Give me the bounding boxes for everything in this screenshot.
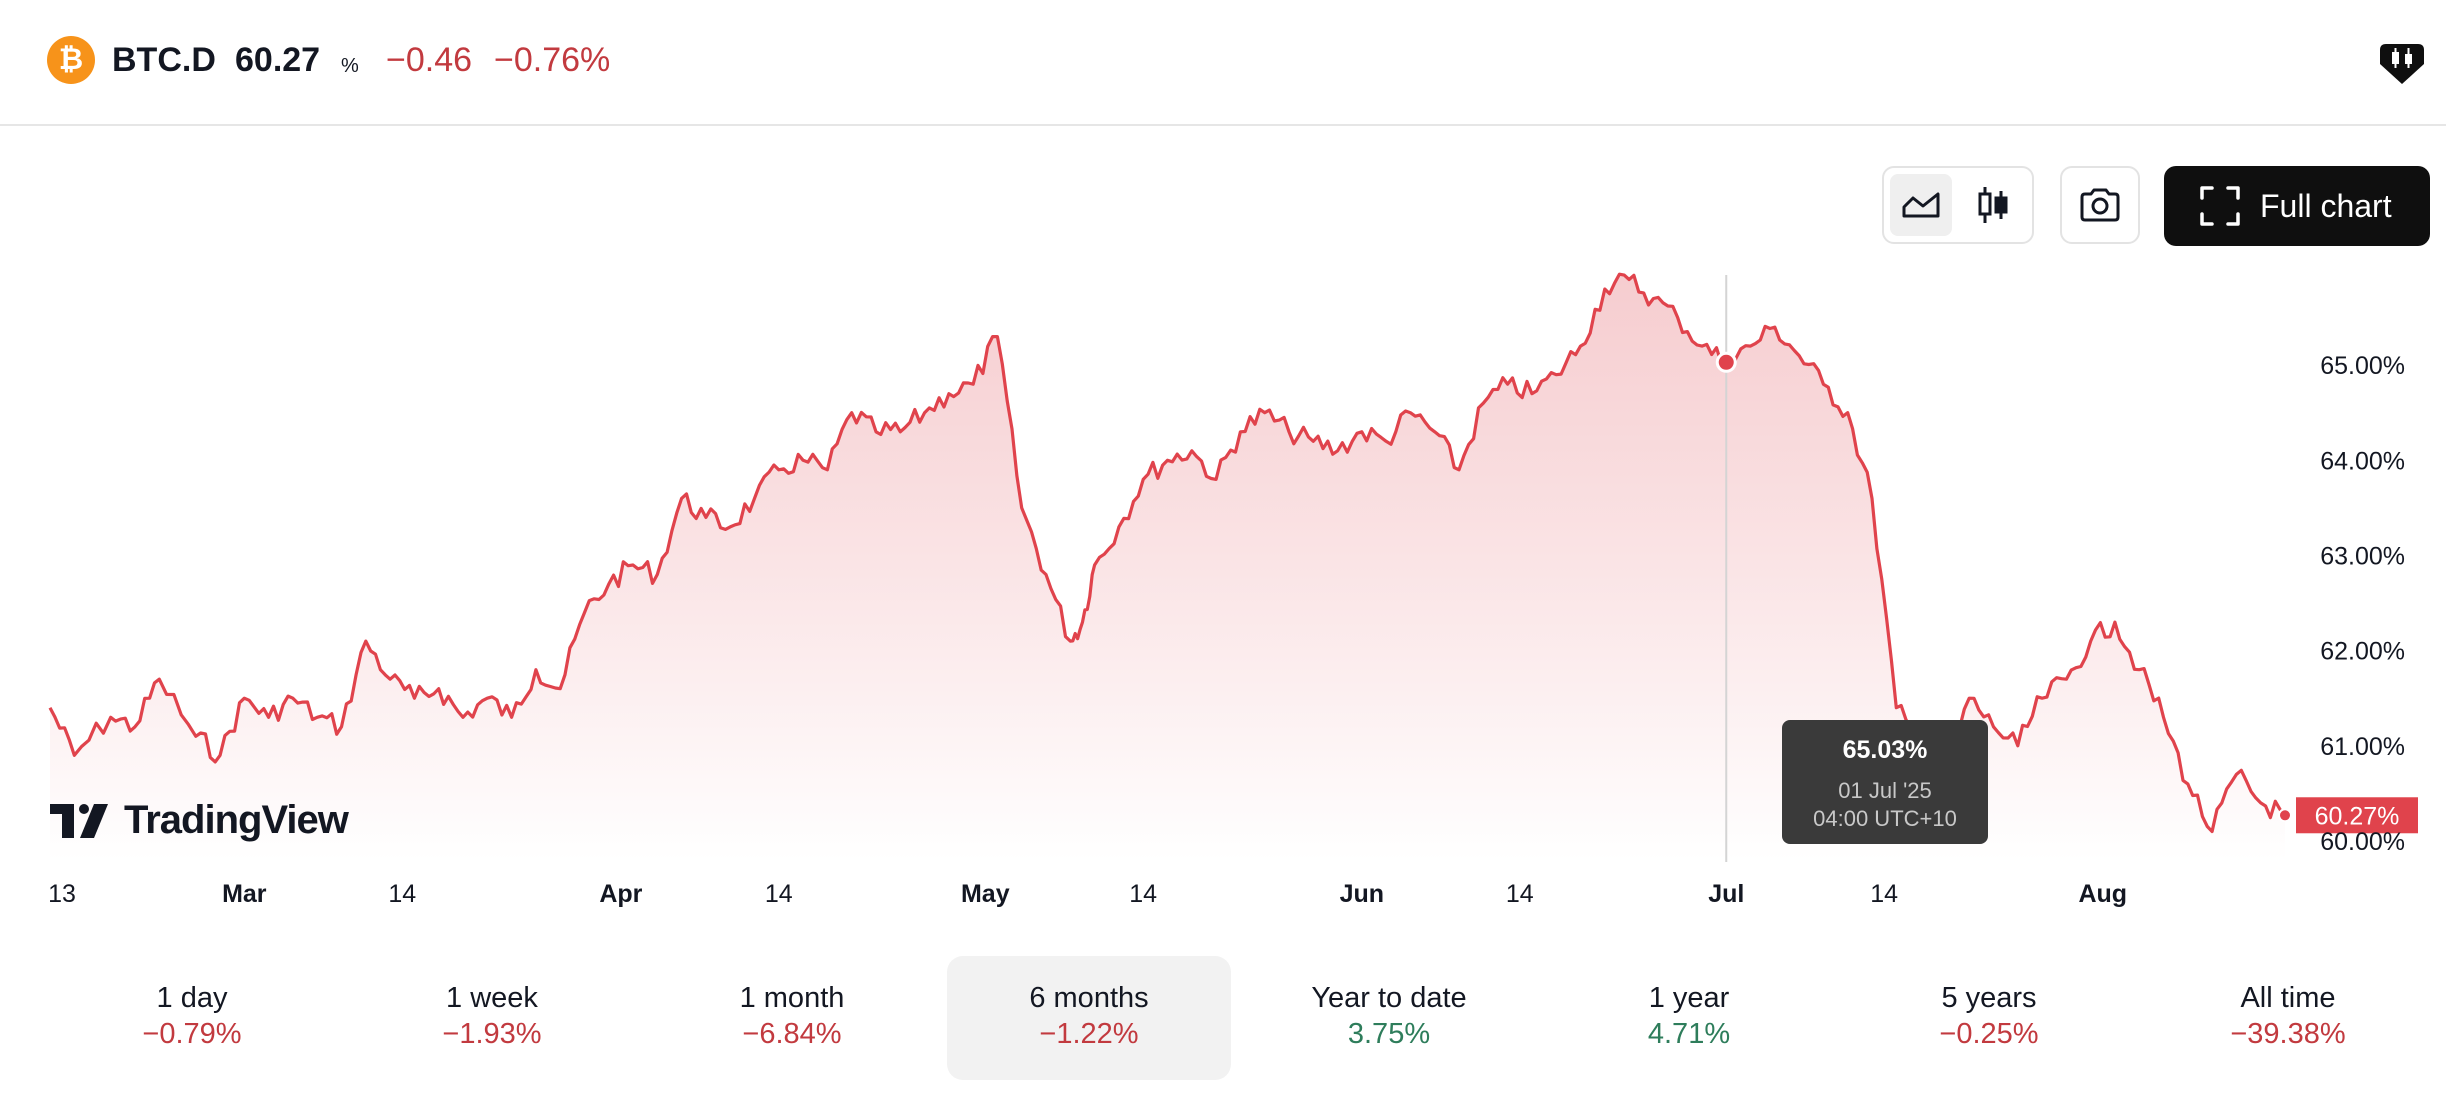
period-label: 1 day [156, 982, 228, 1014]
x-tick-label: Jul [1708, 880, 1744, 908]
fullscreen-icon [2200, 186, 2240, 226]
screenshot-button[interactable] [2060, 166, 2140, 244]
period-label: 6 months [1029, 982, 1149, 1014]
current-price: 60.27 [235, 41, 321, 79]
y-tick-label: 65.00% [2320, 352, 2405, 380]
period-label: Year to date [1311, 982, 1467, 1014]
period-year-to-date[interactable]: Year to date 3.75% [1247, 956, 1531, 1080]
x-tick-label: 13 [48, 880, 76, 908]
price-chart[interactable]: 60.27%60.00%61.00%62.00%63.00%64.00%65.0… [0, 0, 2446, 940]
candle-chart-button[interactable] [1962, 174, 2024, 236]
tradingview-logo-icon [50, 804, 108, 838]
x-tick-label: Jun [1340, 880, 1384, 908]
period-change: −39.38% [2230, 1018, 2346, 1050]
tooltip-date: 01 Jul '25 [1838, 778, 1932, 803]
period-label: 1 month [739, 982, 845, 1014]
full-chart-button[interactable]: Full chart [2164, 166, 2430, 246]
x-tick-label: Apr [599, 880, 642, 908]
candlestick-icon [1978, 187, 2008, 223]
period-label: 1 week [446, 982, 538, 1014]
x-tick-label: May [961, 880, 1010, 908]
period-change: −1.93% [442, 1018, 542, 1050]
line-chart-button[interactable] [1890, 174, 1952, 236]
x-tick-label: 14 [1129, 880, 1157, 908]
x-tick-label: Aug [2078, 880, 2127, 908]
price-change-absolute: −0.46 [386, 41, 473, 79]
symbol-name[interactable]: BTC.D [112, 41, 216, 79]
y-tick-label: 62.00% [2320, 638, 2405, 666]
y-tick-label: 64.00% [2320, 447, 2405, 475]
x-tick-label: 14 [765, 880, 793, 908]
tradingview-badge-icon[interactable] [2376, 36, 2428, 88]
price-change-percent: −0.76% [494, 41, 611, 79]
x-tick-label: 14 [388, 880, 416, 908]
period-change: −1.22% [1039, 1018, 1139, 1050]
period-selector: 1 day −0.79% 1 week −1.93% 1 month −6.84… [0, 956, 2446, 1086]
full-chart-label: Full chart [2260, 188, 2392, 224]
x-tick-label: Mar [222, 880, 267, 908]
tooltip-time: 04:00 UTC+10 [1813, 806, 1957, 831]
y-tick-label: 61.00% [2320, 733, 2405, 761]
period-1-week[interactable]: 1 week −1.93% [350, 956, 634, 1080]
last-value-label: 60.27% [2315, 802, 2400, 830]
crosshair-marker [1715, 351, 1737, 373]
symbol-header: ₿ BTC.D 60.27 % −0.46 −0.76% [0, 0, 2446, 126]
period-label: All time [2240, 982, 2336, 1014]
period-change: −0.79% [142, 1018, 242, 1050]
price-unit: % [341, 55, 359, 77]
period-1-day[interactable]: 1 day −0.79% [50, 956, 334, 1080]
y-tick-label: 63.00% [2320, 542, 2405, 570]
period-5-years[interactable]: 5 years −0.25% [1847, 956, 2131, 1080]
camera-icon [2080, 188, 2120, 222]
crosshair-tooltip: 65.03% 01 Jul '25 04:00 UTC+10 [1782, 720, 1988, 844]
period-change: 4.71% [1647, 1018, 1731, 1050]
y-tick-label: 60.00% [2320, 828, 2405, 856]
period-1-month[interactable]: 1 month −6.84% [650, 956, 934, 1080]
period-change: −0.25% [1939, 1018, 2039, 1050]
last-value-dot [2278, 808, 2292, 823]
period-label: 1 year [1648, 982, 1730, 1014]
period-change: 3.75% [1347, 1018, 1431, 1050]
watermark-text: TradingView [124, 798, 349, 842]
area-chart-icon [1902, 192, 1940, 218]
last-value-badge [2296, 797, 2418, 834]
bitcoin-icon: ₿ [47, 36, 95, 84]
tooltip-value: 65.03% [1842, 736, 1928, 764]
period-label: 5 years [1941, 982, 2037, 1014]
period-all-time[interactable]: All time −39.38% [2146, 956, 2430, 1080]
period-1-year[interactable]: 1 year 4.71% [1547, 956, 1831, 1080]
x-tick-label: 14 [1506, 880, 1534, 908]
x-tick-label: 14 [1870, 880, 1898, 908]
period-6-months[interactable]: 6 months −1.22% [947, 956, 1231, 1080]
period-change: −6.84% [742, 1018, 842, 1050]
chart-type-toggle [1882, 166, 2034, 244]
